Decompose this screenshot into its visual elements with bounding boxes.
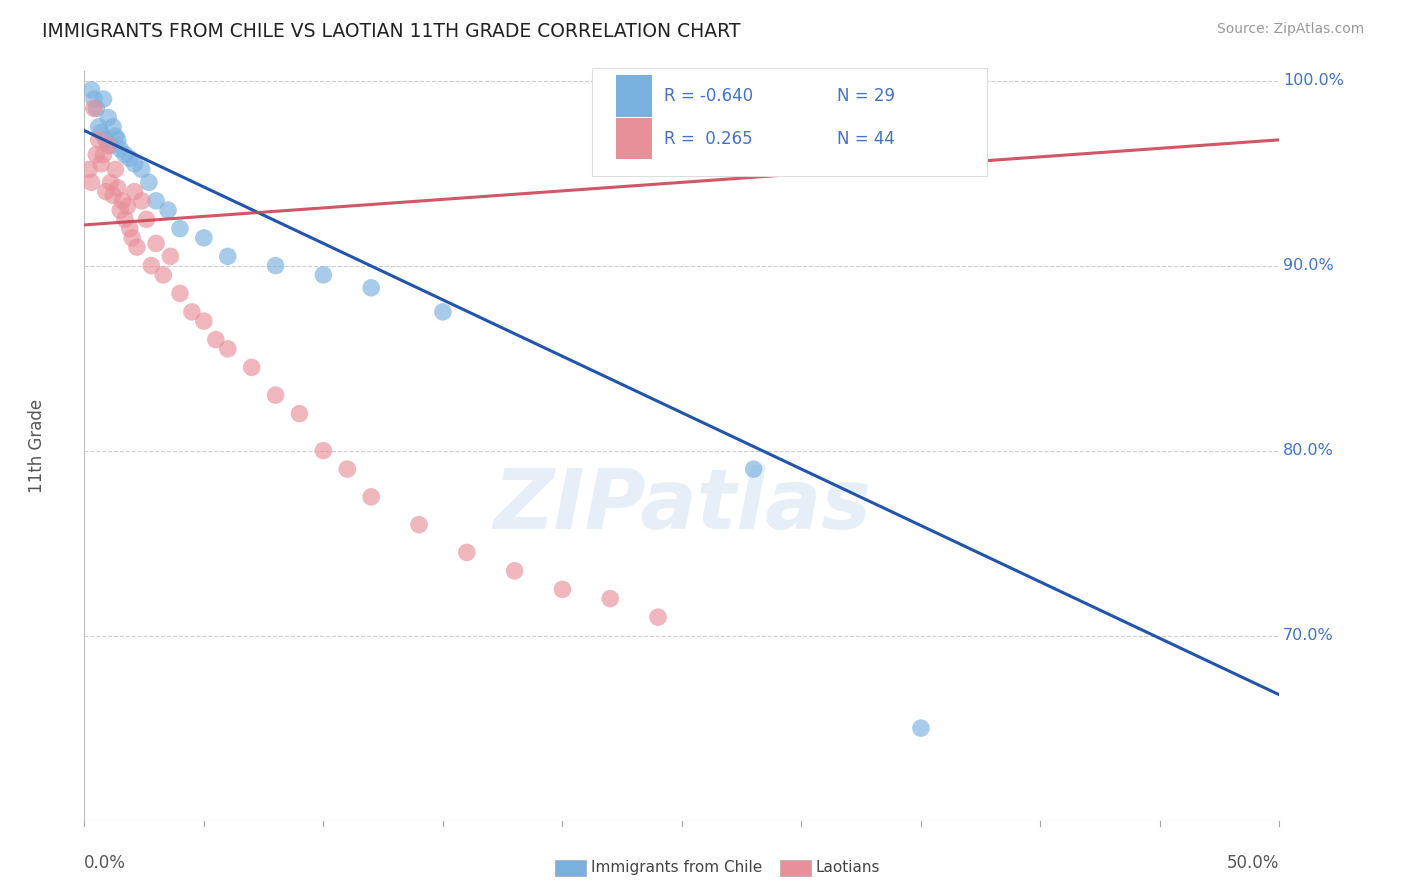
Point [456,545,478,559]
Point [124,185,146,199]
Point [90,157,112,171]
Point [107,181,129,195]
Point [288,407,311,421]
Text: 90.0%: 90.0% [1284,258,1334,273]
Point [87,120,110,134]
Point [101,120,124,134]
Point [157,203,180,218]
Text: 50.0%: 50.0% [1227,854,1279,872]
Point [159,249,181,263]
Text: 70.0%: 70.0% [1284,628,1334,643]
Point [97,138,120,153]
FancyBboxPatch shape [592,68,987,177]
Point [80,83,103,97]
Text: N = 29: N = 29 [838,87,896,105]
Point [193,314,215,328]
Point [83,101,105,115]
Point [145,194,167,208]
Text: ZIPatlas: ZIPatlas [494,466,870,547]
Text: N = 44: N = 44 [838,130,896,148]
Point [205,333,228,347]
Point [86,147,108,161]
Text: R =  0.265: R = 0.265 [664,130,752,148]
Point [101,188,124,202]
Text: Laotians: Laotians [815,860,880,874]
Point [742,462,765,476]
Point [599,591,621,606]
Point [110,203,132,218]
Point [80,175,103,189]
Point [169,286,191,301]
Point [111,194,134,208]
Point [104,162,127,177]
Text: 0.0%: 0.0% [84,854,127,872]
Point [217,249,239,263]
Point [121,231,143,245]
Text: IMMIGRANTS FROM CHILE VS LAOTIAN 11TH GRADE CORRELATION CHART: IMMIGRANTS FROM CHILE VS LAOTIAN 11TH GR… [42,22,741,41]
Point [114,147,136,161]
Point [551,582,574,597]
Point [86,101,108,115]
Point [408,517,430,532]
Bar [616,118,652,160]
Text: 80.0%: 80.0% [1284,443,1334,458]
Point [83,92,105,106]
Point [193,231,215,245]
Point [114,212,136,227]
Text: 100.0%: 100.0% [1284,73,1344,88]
Point [124,157,146,171]
Point [125,240,148,254]
Point [264,259,287,273]
Point [94,185,117,199]
Point [77,162,100,177]
Point [360,490,382,504]
Point [152,268,174,282]
Point [910,721,932,735]
Point [360,281,382,295]
Point [145,236,167,251]
Point [647,610,669,624]
Point [100,175,122,189]
Point [104,129,127,144]
Point [117,199,139,213]
Point [264,388,287,402]
Point [169,221,191,235]
Text: Immigrants from Chile: Immigrants from Chile [591,860,762,874]
Point [118,151,141,165]
Point [217,342,239,356]
Point [90,125,112,139]
Point [312,443,335,458]
Point [97,111,120,125]
Point [87,133,110,147]
Point [131,162,153,177]
Point [312,268,335,282]
Point [94,133,117,147]
Point [110,142,132,156]
Point [181,305,204,319]
Point [503,564,526,578]
Point [107,133,129,147]
Point [240,360,263,375]
Bar [616,76,652,117]
Point [131,194,153,208]
Point [141,259,163,273]
Text: R = -0.640: R = -0.640 [664,87,754,105]
Point [93,92,115,106]
Point [100,138,122,153]
Text: 11th Grade: 11th Grade [28,399,45,493]
Point [432,305,454,319]
Point [138,175,160,189]
Point [135,212,157,227]
Point [118,221,141,235]
Text: Source: ZipAtlas.com: Source: ZipAtlas.com [1216,22,1364,37]
Point [93,147,115,161]
Point [336,462,359,476]
